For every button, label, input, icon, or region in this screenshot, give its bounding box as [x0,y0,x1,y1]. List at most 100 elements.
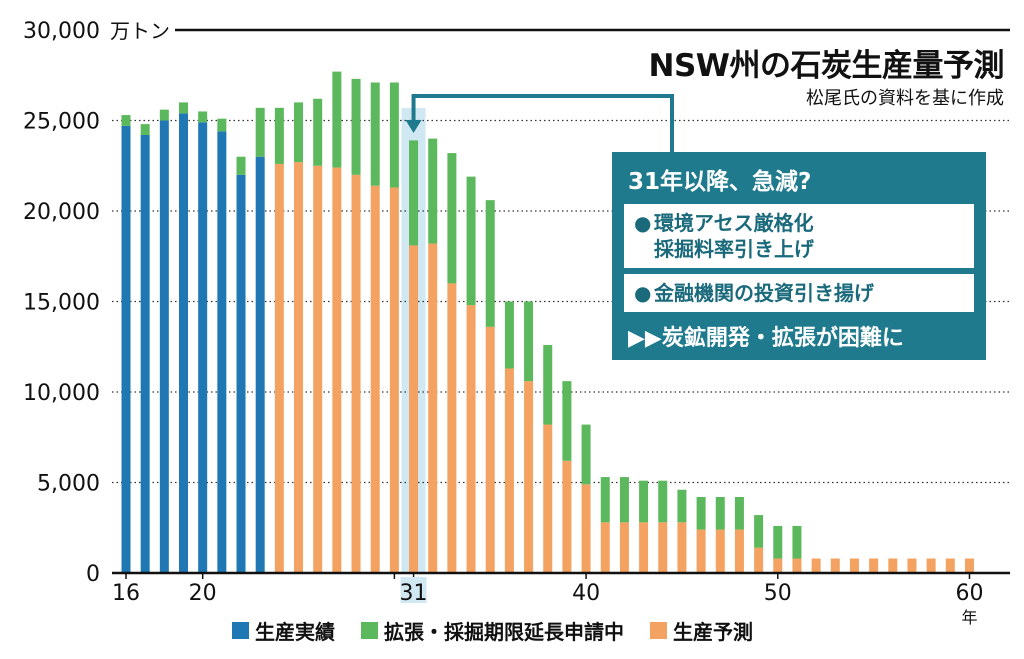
y-tick-label: 5,000 [37,472,100,497]
bar-expansion [715,496,725,530]
bar-forecast [792,558,802,573]
x-tick-label: 50 [764,581,792,606]
callout-reason-3: 金融機関の投資引き揚げ [654,281,874,305]
bar-forecast [888,558,898,573]
bar-expansion [121,115,131,126]
legend-label-actual: 生産実績 [255,620,335,644]
bar-expansion [619,477,629,523]
bar-expansion [696,496,706,530]
bar-forecast [945,558,955,573]
bar-actual [198,122,208,573]
bar-forecast [964,558,974,573]
x-tick-label: 20 [189,581,217,606]
callout-reason-1: 環境アセス厳格化 [654,211,814,235]
chart-subtitle: 松尾氏の資料を基に作成 [806,88,1004,109]
bar-expansion [370,82,380,186]
bar-expansion [754,515,764,548]
bar-forecast [524,381,534,573]
bar-expansion [466,176,476,306]
x-tick-label: 16 [112,581,140,606]
bar-forecast [370,185,380,573]
bar-expansion [504,301,514,369]
bar-expansion [485,200,495,327]
x-tick-label: 60 [955,581,983,606]
bar-forecast [543,424,553,573]
bar-expansion [734,496,744,530]
bar-expansion [409,140,419,246]
bar-expansion [543,344,553,425]
bar-actual [217,131,227,574]
bar-expansion [332,71,342,168]
bar-forecast [294,162,304,573]
callout-reasons-2: ● 金融機関の投資引き揚げ [624,274,974,312]
bar-expansion [773,525,783,559]
callout-arrow-icon [405,120,422,133]
bar-forecast [447,283,457,573]
bar-expansion [236,156,246,175]
bar-actual [140,134,150,574]
bar-forecast [754,547,764,573]
y-tick-label: 30,000 [23,19,100,44]
bar-forecast [274,163,284,573]
y-axis-unit: 万トン [110,19,170,43]
bar-forecast [332,167,342,573]
bar-forecast [715,529,725,573]
legend-item-actual: 生産実績 [232,616,335,645]
y-tick-label: 15,000 [23,291,100,316]
bar-expansion [581,424,591,485]
bar-forecast [313,165,323,573]
callout-conclusion: ▶▶炭鉱開発・拡張が困難に [628,326,904,351]
bar-forecast [428,243,438,573]
callout-connector [411,94,674,152]
x-axis-unit: 年 [961,608,977,627]
bar-expansion [792,525,802,559]
bar-forecast [869,558,879,573]
legend-swatch-expansion [361,622,378,639]
bar-forecast [849,558,859,573]
bar-expansion [294,102,304,163]
callout-box: 31年以降、急減? ● 環境アセス厳格化 採掘料率引き上げ ● 金融機関の投資引き揚… [612,152,986,360]
legend-label-expansion: 拡張・採掘期限延長申請中 [384,620,624,644]
x-tick-label: 40 [572,581,600,606]
bar-expansion [639,480,649,523]
bar-forecast [600,522,610,573]
chart-legend: 生産実績 拡張・採掘期限延長申請中 生産予測 [232,616,753,645]
bar-forecast [389,187,399,573]
bar-expansion [562,381,572,461]
bar-forecast [696,529,706,573]
bar-forecast [830,558,840,573]
bar-expansion [524,301,534,382]
bullet-icon: ● [634,281,652,305]
bar-expansion [677,489,687,523]
bar-expansion [389,82,399,188]
bar-forecast [581,484,591,573]
bar-expansion [313,98,323,166]
bar-expansion [428,138,438,244]
bar-forecast [658,522,668,573]
bar-expansion [198,111,208,123]
bar-actual [159,120,169,573]
bar-forecast [466,305,476,573]
bar-forecast [504,368,514,573]
y-tick-label: 10,000 [23,381,100,406]
bar-expansion [658,480,668,523]
bar-forecast [562,460,572,573]
bar-forecast [811,558,821,573]
x-tick-label: 31 [400,581,428,606]
callout-heading: 31年以降、急減? [628,169,812,195]
bar-actual [255,156,265,573]
bar-expansion [140,124,150,135]
bar-forecast [677,522,687,573]
bar-forecast [926,558,936,573]
bar-forecast [639,522,649,573]
bar-expansion [600,477,610,523]
bar-actual [236,174,246,574]
chart-title: NSW州の石炭生産量予測 [648,48,1005,84]
bar-forecast [351,174,361,574]
legend-swatch-actual [232,622,249,639]
x-tick-highlight [400,577,427,603]
bar-expansion [351,78,361,175]
legend-label-forecast: 生産予測 [673,620,753,644]
bullet-icon: ● [634,211,652,235]
legend-swatch-forecast [650,622,667,639]
